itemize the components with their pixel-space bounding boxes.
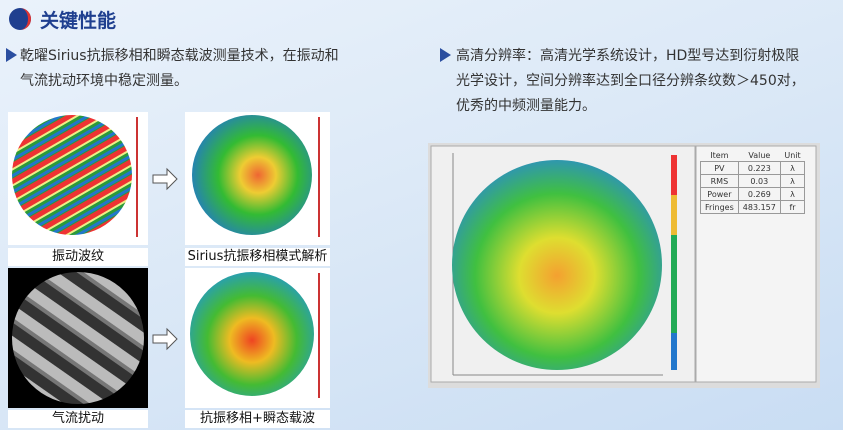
caption: 抗振移相+瞬态载波 <box>185 410 330 428</box>
table-cell: RMS <box>700 174 739 188</box>
table-row: RMS 0.03 λ <box>700 174 806 188</box>
table-header: Value <box>748 150 771 160</box>
title: 关键性能 <box>40 10 117 32</box>
table-cell: λ <box>779 174 806 188</box>
title-icon <box>9 8 31 30</box>
table-row: PV 0.223 λ <box>700 161 806 175</box>
bullet <box>6 48 17 62</box>
result-panel <box>428 143 820 388</box>
table-row: Fringes 483.157 fr <box>700 200 806 214</box>
table-cell: Power <box>700 187 739 201</box>
table-cell: 0.03 <box>737 174 781 188</box>
table-cell: Fringes <box>700 200 739 214</box>
text-line: 光学设计，空间分辨率达到全口径分辨条纹数＞450对， <box>456 73 805 89</box>
table-cell: 0.223 <box>737 161 781 175</box>
bullet <box>440 48 451 62</box>
text-line: 乾曜Sirius抗振移相和瞬态载波测量技术，在振动和 <box>20 48 339 64</box>
caption: 振动波纹 <box>8 248 148 266</box>
table-cell: PV <box>700 161 739 175</box>
table-header: Item <box>710 150 729 160</box>
table-cell: λ <box>779 161 806 175</box>
text-line: 优秀的中频测量能力。 <box>456 98 596 114</box>
table-cell: 483.157 <box>737 200 781 214</box>
table-cell: 0.269 <box>737 187 781 201</box>
figures <box>8 112 330 408</box>
table-cell: λ <box>779 187 806 201</box>
stats-table: Item Value Unit PV 0.223 λ RMS 0.03 λ Power 0.269… <box>700 149 806 214</box>
table-cell: fr <box>779 200 806 214</box>
caption: Sirius抗振移相模式解析 <box>185 248 330 266</box>
text-line: 气流扰动环境中稳定测量。 <box>20 73 188 89</box>
text-line: 高清分辨率：高清光学系统设计，HD型号达到衍射极限 <box>456 48 800 64</box>
table-row: Power 0.269 λ <box>700 187 806 201</box>
caption: 气流扰动 <box>8 410 148 428</box>
table-body: PV 0.223 λ RMS 0.03 λ Power 0.269 λ Fringes 483.15… <box>700 161 806 214</box>
table-header: Unit <box>784 150 801 160</box>
